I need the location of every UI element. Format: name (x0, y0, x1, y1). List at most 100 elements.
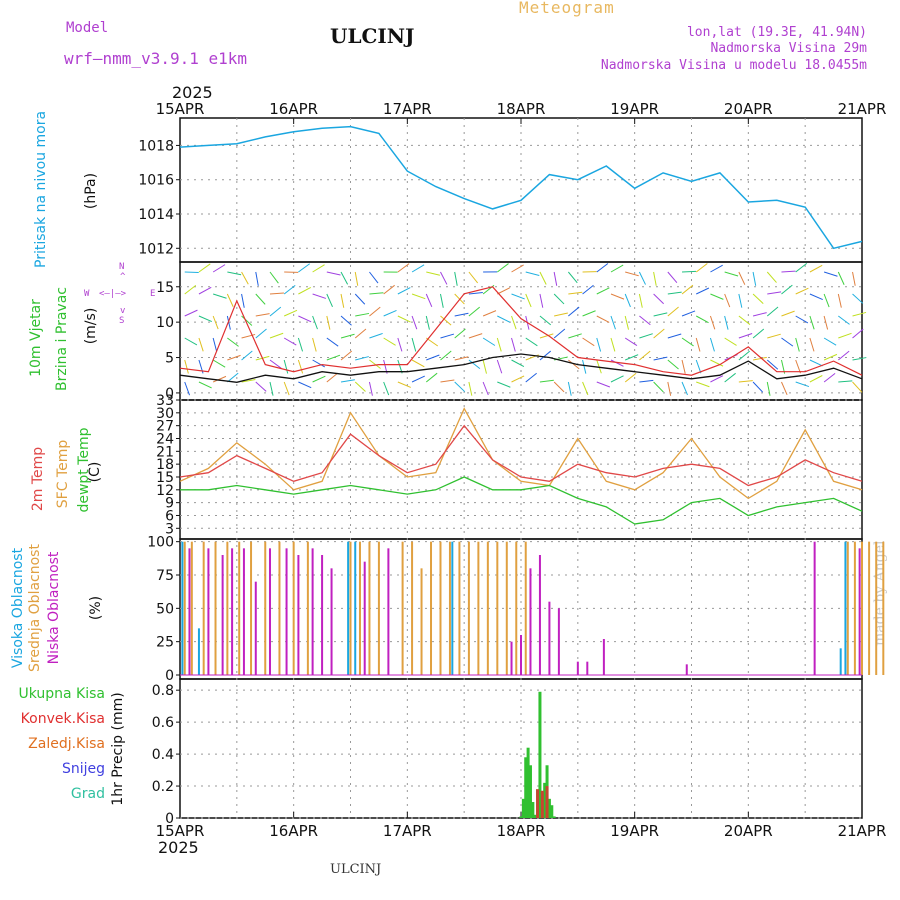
wind-arrow (610, 375, 624, 383)
wind-arrow (440, 271, 448, 285)
wind-arrow (667, 306, 679, 317)
wind-arrow (298, 287, 312, 295)
cloud-mid-bar (875, 541, 878, 675)
wind-arrow (312, 264, 325, 273)
wind-arrow (539, 293, 544, 308)
cloud-mid-bar (439, 541, 442, 675)
wind-arrow (227, 271, 242, 276)
cloud-mid-bar (861, 541, 863, 675)
cloud-low-bar (363, 561, 366, 675)
wind-arrow (511, 293, 525, 300)
cloud-mid-bar (882, 541, 885, 675)
wind-arrow (795, 315, 809, 324)
wind-arrow (639, 350, 651, 361)
wind-arrow (255, 328, 267, 339)
wind-arrow (710, 293, 724, 300)
wind-arrow (852, 271, 856, 286)
wind-arrow (226, 315, 231, 330)
wind-arrow (624, 372, 637, 383)
cloud-mid-bar (420, 568, 423, 675)
wind-arrow (354, 293, 366, 305)
wind-arrow (440, 379, 455, 383)
wind-arrow (454, 356, 469, 361)
wind-arrow (710, 375, 724, 383)
model-label: Model (66, 20, 109, 36)
cloud-low-bar (254, 581, 257, 675)
wind-arrow (681, 381, 688, 396)
wind-arrow (781, 381, 788, 396)
wind-arrow (340, 350, 353, 361)
legend-frozen-rain: Zaledj.Kisa (28, 736, 105, 752)
wind-arrow (568, 359, 580, 370)
cloud-low-bar (231, 548, 234, 675)
wind-arrow (212, 315, 219, 330)
wind-arrow (781, 270, 796, 273)
wind-arrow (497, 263, 509, 273)
wind-arrow (682, 270, 697, 273)
wind-arrow (369, 359, 381, 369)
meteogram-label: Meteogram (519, 0, 615, 17)
wind-arrow (369, 292, 384, 295)
wind-arrow (283, 359, 289, 374)
legend-graupel: Grad (70, 786, 105, 802)
wind-arrow (241, 333, 256, 339)
y-tick-label: 9 (165, 496, 174, 512)
y-tick-label: 0.8 (152, 683, 174, 699)
wind-arrow (326, 337, 339, 347)
wind-arrow (454, 381, 466, 393)
wind-arrow (269, 271, 279, 284)
wind-arrow (368, 381, 373, 396)
cloud-low-bar (330, 568, 333, 675)
wind-arrow (255, 313, 270, 317)
wind-arrow (482, 381, 489, 396)
wind-arrow (752, 328, 765, 339)
y-tick-label: 0 (165, 386, 174, 402)
wind-arrow (269, 359, 282, 369)
wind-arrow (425, 315, 430, 330)
wind-arrow (354, 328, 367, 339)
precip-total-bar (547, 798, 551, 818)
wind-arrow (511, 375, 525, 383)
altitude-info: Nadmorska Visina 29m (710, 41, 867, 56)
wind-arrow (212, 264, 226, 273)
cloud-low-bar (538, 555, 541, 675)
wind-arrow (838, 380, 853, 383)
year-top: 2025 (172, 83, 213, 102)
wind-arrow (724, 372, 736, 383)
wind-arrow (852, 311, 867, 317)
wind-arrow (823, 353, 838, 361)
wind-arrow (639, 333, 653, 339)
wind-arrow (696, 381, 710, 388)
wind-arrow (752, 356, 767, 361)
y-tick-label: 24 (156, 431, 174, 447)
wind-arrow (298, 315, 312, 323)
wind-arrow (397, 315, 411, 323)
cloud-mid-bar (505, 541, 508, 675)
cloud-low-bar (586, 661, 589, 675)
cloud-mid-bar (477, 541, 480, 675)
wind-arrow (539, 379, 554, 383)
wind-arrow (425, 372, 438, 383)
compass-s: S (119, 316, 125, 326)
wind-arrow (653, 328, 665, 339)
precip-total-bar (519, 816, 523, 818)
wind-arrow (227, 354, 241, 361)
bottom-day-label: 21APR (838, 822, 887, 840)
wind-arrow (468, 359, 481, 370)
wind-arrow (312, 375, 326, 383)
cloud-mid-bar (368, 541, 371, 675)
legend-snow: Snijeg (61, 761, 105, 777)
wind-arrow (838, 315, 850, 325)
wind-arrow (184, 337, 198, 346)
pressure-line (179, 125, 863, 250)
wind-arrow (653, 381, 664, 393)
cloud-mid-bar (515, 541, 518, 675)
panel-frame-wind (179, 261, 863, 401)
wind-arrow (426, 271, 441, 276)
cloud-low-bar (221, 555, 224, 675)
wind-arrow (213, 293, 227, 299)
wind-arrow (724, 337, 737, 346)
wind-arrow (554, 312, 568, 317)
y-tick-label: 18 (156, 457, 174, 473)
wind-arrow (709, 315, 716, 330)
